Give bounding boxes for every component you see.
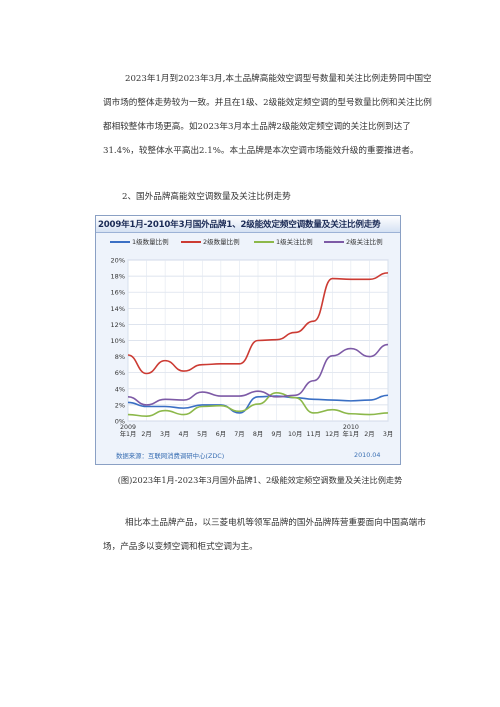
x-tick-label: 9月 <box>271 430 281 438</box>
y-tick-label: 16% <box>111 289 125 297</box>
legend-item: 2级数量比例 <box>181 236 240 246</box>
legend-swatch <box>254 241 274 243</box>
legend-swatch <box>324 241 344 243</box>
section-heading: 2、国外品牌高能效空调数量及关注比例走势 <box>122 192 291 202</box>
x-tick-label-year: 2010 <box>343 424 359 431</box>
figure-caption: (图)2023年1月-2023年3月国外品牌1、2级能效定频空调数量及关注比例走… <box>117 475 403 485</box>
x-tick-label: 2月 <box>141 430 151 438</box>
chart-title: 2009年1月-2010年3月国外品牌1、2级能效定频空调数量及关注比例走势 <box>98 220 381 230</box>
chart-title-bar: 2009年1月-2010年3月国外品牌1、2级能效定频空调数量及关注比例走势 <box>96 216 400 233</box>
x-tick-label: 4月 <box>179 430 189 438</box>
y-tick-label: 6% <box>115 369 125 377</box>
series-line-2 <box>127 272 389 375</box>
y-tick-label: 14% <box>111 305 125 313</box>
series-line-1 <box>127 394 389 414</box>
legend-item: 2级关注比例 <box>324 236 383 246</box>
x-tick-label: 年1月 <box>343 429 360 438</box>
intro-paragraph: 2023年1月到2023年3月,本土品牌高能效空调型号数量和关注比例走势同中国空… <box>103 74 432 156</box>
y-tick-label: 20% <box>111 257 125 265</box>
x-tick-label: 10月 <box>288 430 302 438</box>
y-tick-label: 10% <box>111 337 125 345</box>
x-tick-label: 2月 <box>364 430 374 438</box>
x-tick-label: 3月 <box>383 430 393 438</box>
series-line-4 <box>127 343 389 406</box>
legend-label: 2级关注比例 <box>346 238 383 246</box>
closing-paragraph: 相比本土品牌产品，以三菱电机等领军品牌的国外品牌阵营重要面向中国高端市场，产品多… <box>103 518 426 552</box>
legend-swatch <box>110 241 130 243</box>
legend-item: 1级关注比例 <box>254 236 313 246</box>
line-chart: 0%2%4%6%8%10%12%14%16%18%20%2009年1月 2月 3月 4… <box>111 257 394 439</box>
y-tick-label: 12% <box>111 321 125 329</box>
legend-label: 1级关注比例 <box>276 238 313 246</box>
legend-label: 1级数量比例 <box>132 238 169 246</box>
x-tick-label: 5月 <box>197 430 207 438</box>
y-tick-label: 8% <box>115 353 125 361</box>
x-tick-label: 6月 <box>216 430 226 438</box>
legend-label: 2级数量比例 <box>203 238 240 246</box>
x-tick-label: 11月 <box>307 430 321 438</box>
series-line-3 <box>127 392 389 417</box>
x-tick-label-year: 2009 <box>120 424 136 431</box>
legend-item: 1级数量比例 <box>110 236 169 246</box>
chart-figure: 2009年1月-2010年3月国外品牌1、2级能效定频空调数量及关注比例走势 1… <box>95 215 401 465</box>
x-tick-label: 年1月 <box>120 429 137 438</box>
y-tick-label: 4% <box>115 385 125 393</box>
y-tick-label: 0% <box>115 418 125 426</box>
y-tick-label: 2% <box>115 401 125 409</box>
x-tick-label: 7月 <box>234 430 244 438</box>
x-tick-label: 8月 <box>253 430 263 438</box>
x-tick-label: 12月 <box>325 430 339 438</box>
legend-swatch <box>181 241 201 243</box>
chart-date-note: 2010.04 <box>354 451 381 459</box>
y-tick-label: 18% <box>111 273 125 281</box>
chart-source-note: 数据来源：互联网消费调研中心(ZDC) <box>116 452 225 460</box>
x-tick-label: 3月 <box>160 430 170 438</box>
